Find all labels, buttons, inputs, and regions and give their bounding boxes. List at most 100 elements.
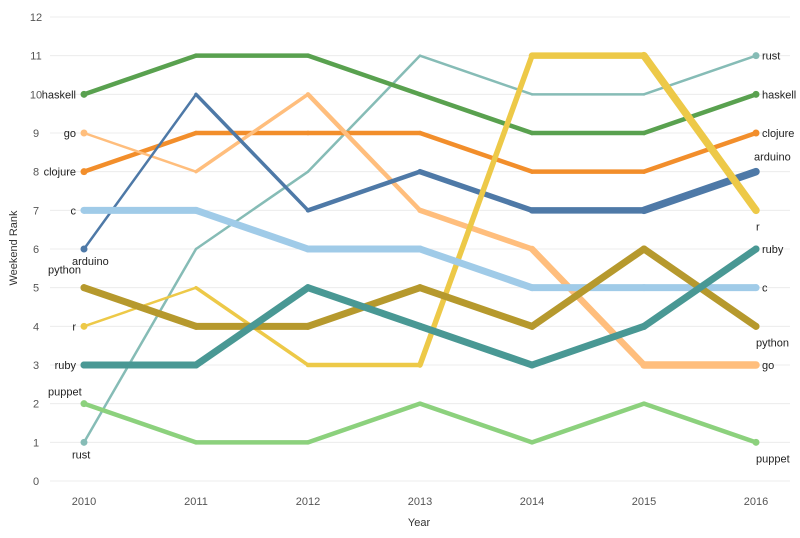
series-line-go [80, 92, 760, 369]
series-segment [416, 322, 536, 369]
series-segment [416, 245, 536, 292]
series-label-end-python: python [756, 337, 789, 349]
series-label-end-go: go [762, 360, 774, 372]
series-line-clojure [80, 129, 760, 176]
series-labels: rust rust haskell haskell go go clojure clojure… [42, 51, 797, 466]
series-label-start-puppet: puppet [48, 387, 82, 399]
series-point [80, 129, 88, 137]
series-label-start-go: go [64, 128, 76, 140]
series-point [80, 90, 88, 98]
series-segment [642, 54, 758, 96]
series-line-haskell [80, 53, 760, 136]
series-label-start-ruby: ruby [55, 360, 77, 372]
y-tick-label: 1 [33, 437, 39, 449]
series-point [80, 361, 88, 369]
series-point [752, 438, 760, 446]
series-point [752, 168, 760, 176]
y-tick-label: 10 [30, 89, 42, 101]
series-label-end-puppet: puppet [756, 453, 790, 465]
y-tick-label: 7 [33, 205, 39, 217]
y-axis-title: Weekend Rank [8, 210, 20, 286]
series-label-start-c: c [71, 205, 77, 217]
series-line-puppet [80, 400, 760, 446]
series-segment [528, 245, 648, 330]
x-tick-label: 2011 [184, 496, 208, 508]
series-segment [528, 322, 648, 369]
series-segment [192, 284, 312, 369]
series-segment [640, 51, 760, 215]
series-segment [641, 130, 759, 174]
y-tick-label: 11 [30, 51, 41, 63]
series-label-end-haskell: haskell [762, 89, 796, 101]
series-line-ruby [80, 245, 760, 369]
series-label-start-clojure: clojure [44, 167, 76, 179]
x-tick-label: 2013 [408, 496, 432, 508]
series-point [80, 245, 88, 253]
y-tick-label: 6 [33, 244, 39, 256]
series-point [80, 284, 88, 292]
series-label-end-r: r [756, 221, 760, 233]
series-segment [305, 401, 423, 445]
series-segment [529, 401, 647, 445]
series-segment [80, 284, 200, 330]
x-tick-label: 2015 [632, 496, 656, 508]
series-label-end-c: c [762, 283, 768, 295]
series-segment [82, 247, 198, 444]
x-tick-label: 2010 [72, 496, 96, 508]
y-tick-label: 12 [30, 12, 42, 24]
y-tick-label: 5 [33, 283, 39, 295]
y-tick-label: 0 [33, 476, 39, 488]
x-axis-title: Year [408, 517, 431, 529]
series-label-end-arduino: arduino [754, 152, 791, 164]
series-point [752, 52, 760, 60]
series-lines [80, 51, 760, 446]
series-segment [194, 170, 310, 251]
series-segment [417, 401, 535, 445]
series-label-start-r: r [72, 321, 76, 333]
series-point [752, 322, 760, 330]
series-segment [81, 401, 199, 445]
series-segment [192, 206, 312, 253]
x-tick-label: 2012 [296, 496, 320, 508]
series-segment [304, 284, 424, 330]
series-segment [194, 92, 310, 213]
series-point [80, 168, 88, 176]
series-segment [82, 93, 198, 251]
series-segment [417, 92, 535, 136]
series-segment [306, 54, 422, 173]
series-point [80, 438, 88, 446]
y-tick-label: 4 [33, 321, 39, 333]
series-point [80, 400, 88, 408]
series-label-start-rust: rust [72, 449, 90, 461]
series-line-python [80, 245, 760, 330]
series-segment [305, 92, 423, 213]
series-segment [418, 54, 534, 96]
series-segment [81, 53, 199, 97]
series-segment [641, 401, 759, 445]
series-segment [194, 92, 310, 174]
series-segment [528, 245, 648, 369]
series-point [752, 129, 760, 137]
x-axis-ticks: 2010 2011 2012 2013 2014 2015 2016 [72, 496, 768, 508]
series-line-arduino [80, 92, 760, 253]
x-tick-label: 2016 [744, 496, 768, 508]
series-segment [641, 92, 759, 136]
series-segment [417, 168, 535, 214]
series-segment [82, 131, 198, 173]
series-segment [417, 207, 535, 252]
series-point [752, 245, 760, 253]
series-segment [417, 130, 535, 174]
series-point [752, 361, 760, 369]
series-label-start-arduino: arduino [72, 256, 109, 268]
series-point [80, 322, 88, 330]
y-tick-label: 9 [33, 128, 39, 140]
series-segment [640, 245, 760, 330]
series-point [752, 284, 760, 292]
series-line-r [80, 51, 760, 368]
series-segment [640, 167, 760, 215]
y-tick-label: 8 [33, 167, 39, 179]
series-segment [305, 53, 423, 97]
y-tick-label: 2 [33, 399, 39, 411]
